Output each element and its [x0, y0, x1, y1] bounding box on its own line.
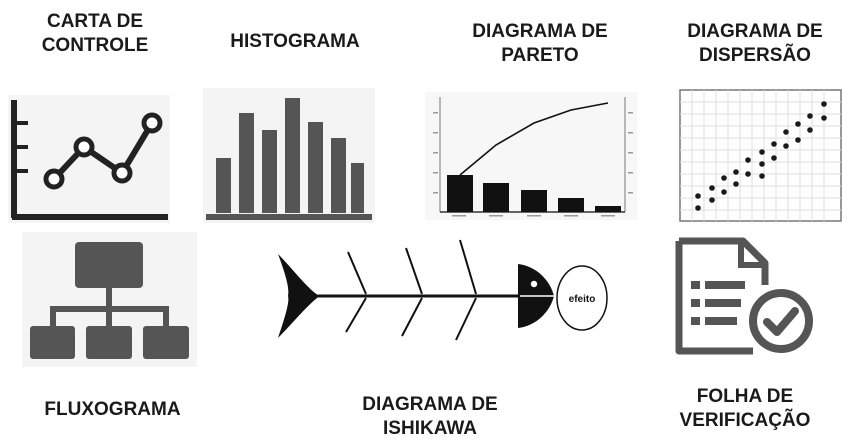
flowchart-icon	[22, 232, 197, 367]
control-chart-title-line1: CARTA DE	[46, 11, 144, 32]
checksheet-title-line2: VERIFICAÇÃO	[679, 410, 811, 431]
scatter-icon	[678, 88, 843, 223]
ishikawa-title: DIAGRAMA DE ISHIKAWA	[335, 393, 525, 441]
scatter-title: DIAGRAMA DE DISPERSÃO	[660, 20, 850, 68]
scatter-title-line2: DISPERSÃO	[699, 45, 811, 66]
checksheet-title-line1: FOLHA DE	[696, 386, 794, 407]
ishikawa-effect-label: efeito	[569, 294, 596, 305]
pareto-title-line1: DIAGRAMA DE	[472, 21, 608, 42]
ishikawa-title-line1: DIAGRAMA DE	[362, 394, 498, 415]
checksheet-icon	[665, 233, 825, 363]
flowchart-title: FLUXOGRAMA	[20, 398, 205, 422]
control-chart-title: CARTA DE CONTROLE	[20, 10, 170, 58]
control-chart-icon	[8, 95, 170, 223]
histogram-icon	[203, 88, 375, 223]
flowchart-title-line1: FLUXOGRAMA	[44, 399, 181, 420]
control-chart-title-line2: CONTROLE	[41, 35, 149, 56]
histogram-title: HISTOGRAMA	[210, 30, 380, 54]
scatter-title-line1: DIAGRAMA DE	[687, 21, 823, 42]
checksheet-title: FOLHA DE VERIFICAÇÃO	[650, 385, 840, 433]
histogram-title-line1: HISTOGRAMA	[230, 31, 360, 52]
ishikawa-title-line2: ISHIKAWA	[383, 418, 477, 439]
ishikawa-effect-box	[556, 265, 608, 331]
ishikawa-icon: efeito	[278, 239, 608, 341]
pareto-title-line2: PARETO	[501, 45, 579, 66]
pareto-title: DIAGRAMA DE PARETO	[445, 20, 635, 68]
pareto-icon	[425, 92, 637, 220]
